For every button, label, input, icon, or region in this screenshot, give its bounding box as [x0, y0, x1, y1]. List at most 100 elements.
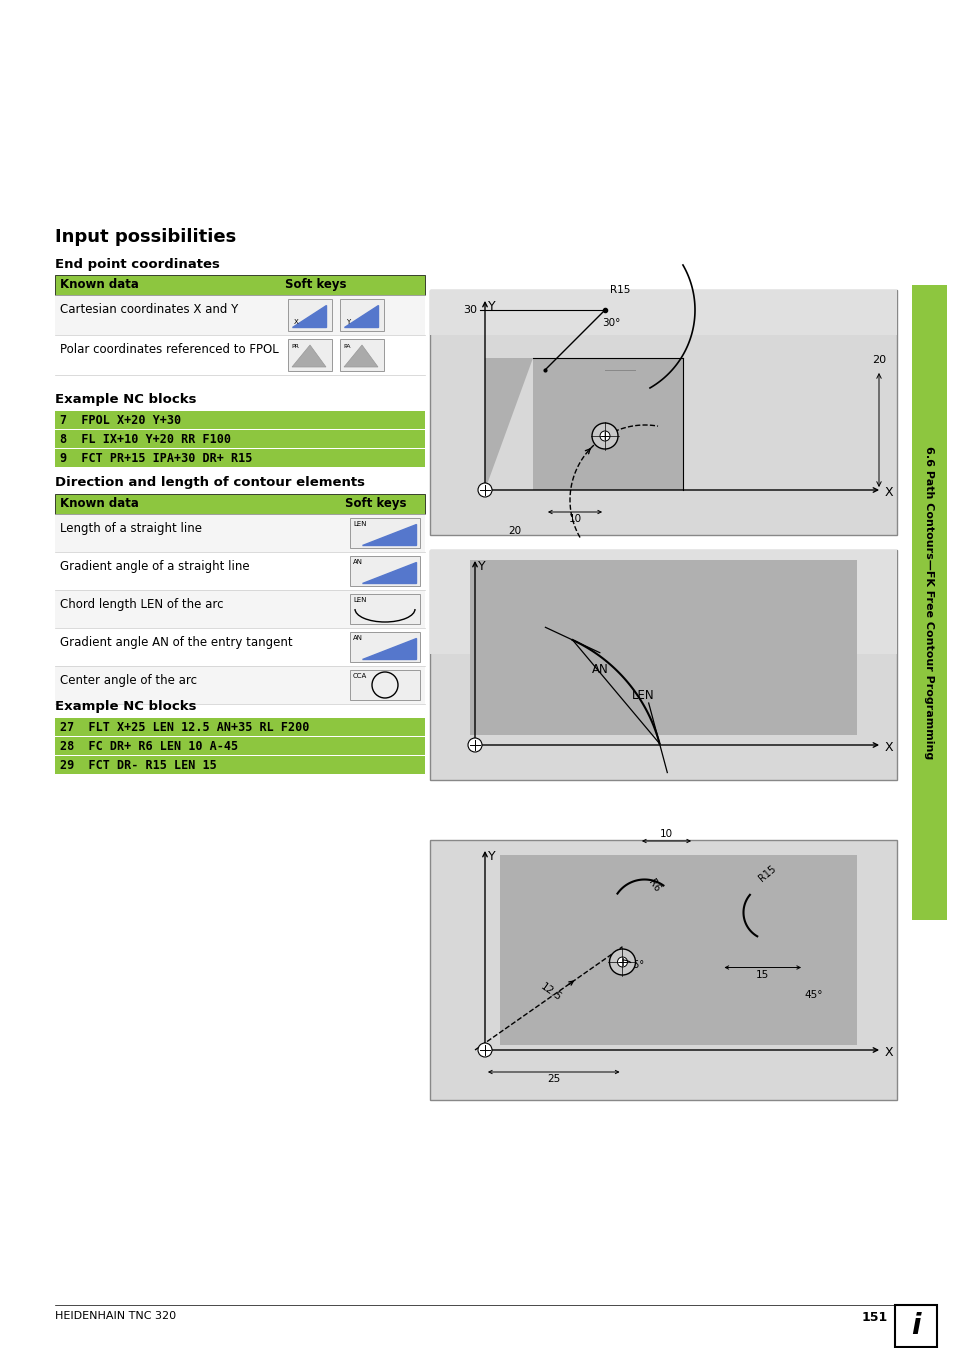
- Text: PR: PR: [291, 344, 298, 349]
- Bar: [55, 756, 424, 774]
- Bar: [55, 411, 424, 429]
- Text: Direction and length of contour elements: Direction and length of contour elements: [55, 476, 365, 489]
- Bar: [350, 594, 419, 624]
- Bar: [55, 737, 424, 755]
- Text: 8  FL IX+10 Y+20 RR F100: 8 FL IX+10 Y+20 RR F100: [60, 433, 231, 446]
- Text: +: +: [599, 430, 610, 442]
- Bar: [55, 590, 424, 628]
- Text: 30°: 30°: [601, 318, 619, 328]
- Polygon shape: [292, 305, 326, 328]
- Bar: [55, 666, 424, 704]
- Polygon shape: [361, 562, 416, 582]
- Circle shape: [609, 949, 635, 975]
- Bar: [911, 284, 946, 919]
- Bar: [350, 518, 419, 549]
- Bar: [55, 430, 424, 448]
- Circle shape: [599, 431, 609, 441]
- Text: CCA: CCA: [353, 673, 367, 679]
- Bar: [55, 493, 424, 514]
- Text: Y: Y: [477, 559, 485, 573]
- Text: Y: Y: [346, 319, 350, 325]
- Bar: [55, 336, 424, 375]
- Text: Gradient angle AN of the entry tangent: Gradient angle AN of the entry tangent: [60, 636, 293, 648]
- Text: Length of a straight line: Length of a straight line: [60, 522, 202, 535]
- Bar: [55, 275, 424, 295]
- Text: Chord length LEN of the arc: Chord length LEN of the arc: [60, 599, 223, 611]
- Text: R15: R15: [609, 284, 630, 295]
- Text: +: +: [617, 956, 627, 968]
- Text: 12.5: 12.5: [538, 981, 563, 1003]
- Bar: [470, 559, 856, 735]
- Text: X: X: [884, 487, 893, 499]
- Circle shape: [617, 957, 627, 967]
- Bar: [430, 550, 896, 780]
- Text: HEIDENHAIN TNC 320: HEIDENHAIN TNC 320: [55, 1312, 176, 1321]
- Bar: [339, 299, 384, 332]
- Bar: [288, 338, 332, 371]
- Bar: [533, 359, 682, 491]
- Text: AN: AN: [353, 635, 363, 642]
- Text: Known data: Known data: [60, 278, 139, 291]
- Text: AN: AN: [353, 559, 363, 565]
- Polygon shape: [361, 524, 416, 545]
- Bar: [430, 290, 896, 535]
- Text: 7  FPOL X+20 Y+30: 7 FPOL X+20 Y+30: [60, 414, 181, 427]
- Text: 10: 10: [659, 829, 673, 838]
- Text: AN: AN: [592, 663, 608, 677]
- Text: 45°: 45°: [803, 989, 821, 1000]
- Text: LEN: LEN: [353, 597, 366, 603]
- Text: Known data: Known data: [60, 497, 139, 510]
- Circle shape: [477, 483, 492, 497]
- Text: Cartesian coordinates X and Y: Cartesian coordinates X and Y: [60, 303, 238, 315]
- Text: LEN: LEN: [631, 689, 654, 702]
- Bar: [430, 550, 896, 654]
- Bar: [55, 295, 424, 336]
- Text: 20: 20: [871, 355, 885, 365]
- Text: X: X: [884, 1046, 893, 1060]
- Bar: [55, 718, 424, 736]
- Polygon shape: [361, 638, 416, 659]
- Text: Example NC blocks: Example NC blocks: [55, 700, 196, 713]
- Polygon shape: [484, 359, 533, 491]
- Text: 6.6 Path Contours—FK Free Contour Programming: 6.6 Path Contours—FK Free Contour Progra…: [923, 446, 934, 759]
- Bar: [430, 840, 896, 1100]
- Bar: [350, 555, 419, 586]
- Bar: [55, 449, 424, 466]
- Text: Soft keys: Soft keys: [345, 497, 406, 510]
- Bar: [288, 299, 332, 332]
- Bar: [339, 338, 384, 371]
- Text: Input possibilities: Input possibilities: [55, 228, 236, 245]
- Text: Y: Y: [488, 851, 496, 863]
- Text: 151: 151: [862, 1312, 887, 1324]
- Bar: [55, 628, 424, 666]
- Bar: [55, 551, 424, 590]
- Bar: [350, 670, 419, 700]
- Text: 30: 30: [462, 305, 476, 315]
- Text: Center angle of the arc: Center angle of the arc: [60, 674, 196, 687]
- Text: LEN: LEN: [353, 520, 366, 527]
- Text: X: X: [884, 741, 893, 754]
- Text: R15: R15: [756, 864, 777, 884]
- Bar: [430, 290, 896, 336]
- Bar: [499, 855, 856, 1045]
- Text: 10: 10: [568, 514, 581, 524]
- Text: X: X: [294, 319, 298, 325]
- Text: 9  FCT PR+15 IPA+30 DR+ R15: 9 FCT PR+15 IPA+30 DR+ R15: [60, 452, 253, 465]
- Circle shape: [477, 1043, 492, 1057]
- Bar: [350, 632, 419, 662]
- Text: 20: 20: [508, 526, 521, 537]
- Text: R6: R6: [645, 878, 660, 894]
- Text: PA: PA: [343, 344, 350, 349]
- Text: 27  FLT X+25 LEN 12.5 AN+35 RL F200: 27 FLT X+25 LEN 12.5 AN+35 RL F200: [60, 721, 309, 735]
- Text: Y: Y: [488, 301, 496, 313]
- Text: Polar coordinates referenced to FPOL: Polar coordinates referenced to FPOL: [60, 342, 278, 356]
- Bar: [55, 514, 424, 551]
- Circle shape: [592, 423, 618, 449]
- Polygon shape: [344, 305, 377, 328]
- Polygon shape: [292, 345, 326, 367]
- Text: 29  FCT DR- R15 LEN 15: 29 FCT DR- R15 LEN 15: [60, 759, 216, 772]
- Circle shape: [468, 737, 481, 752]
- Text: End point coordinates: End point coordinates: [55, 257, 219, 271]
- Text: i: i: [910, 1312, 920, 1340]
- Text: 15: 15: [756, 969, 768, 980]
